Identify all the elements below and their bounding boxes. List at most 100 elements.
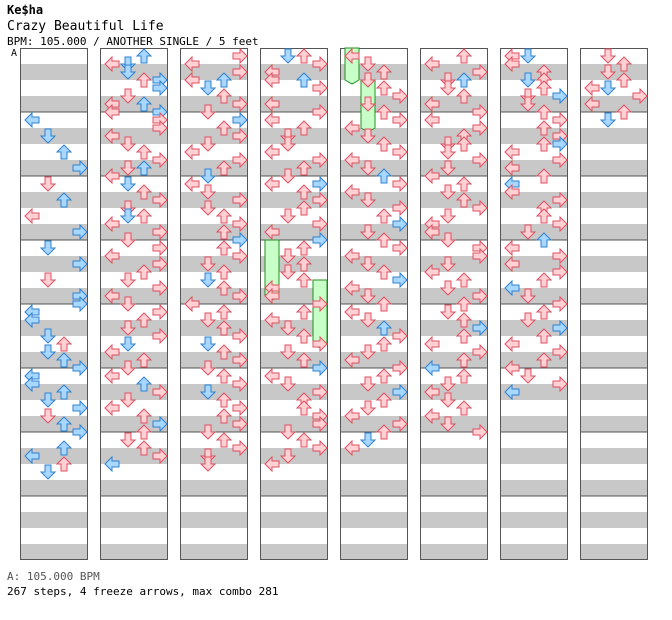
beat-stripe <box>580 320 648 336</box>
step-arrow <box>344 303 360 321</box>
beat-stripe <box>260 416 328 432</box>
beat-stripe <box>180 544 248 560</box>
beat-stripe <box>500 416 568 432</box>
step-arrow <box>455 88 473 104</box>
beat-stripe <box>420 480 488 496</box>
step-arrow <box>135 408 153 424</box>
beat-stripe <box>420 320 488 336</box>
step-arrow <box>215 72 233 88</box>
beat-stripe <box>100 352 168 368</box>
step-arrow <box>104 55 120 73</box>
step-arrow <box>152 119 168 137</box>
step-arrow <box>552 151 568 169</box>
beat-stripe <box>580 160 648 176</box>
beat-stripe <box>500 544 568 560</box>
beat-stripe <box>20 416 88 432</box>
beat-stripe <box>20 448 88 464</box>
step-arrow <box>152 223 168 241</box>
step-arrow <box>135 144 153 160</box>
beat-stripe <box>100 224 168 240</box>
step-arrow <box>152 191 168 209</box>
beat-stripe <box>580 192 648 208</box>
step-arrow <box>104 103 120 121</box>
step-arrow <box>552 375 568 393</box>
step-arrow <box>119 160 137 176</box>
step-arrow <box>599 48 617 64</box>
step-arrow <box>104 167 120 185</box>
beat-stripe <box>580 384 648 400</box>
step-arrow <box>535 168 553 184</box>
step-arrow <box>279 344 297 360</box>
step-arrow <box>295 200 313 216</box>
beat-stripe <box>20 320 88 336</box>
step-arrow <box>215 408 233 424</box>
step-arrow <box>584 79 600 97</box>
step-arrow <box>199 360 217 376</box>
step-arrow <box>312 55 328 73</box>
step-arrow <box>279 376 297 392</box>
step-arrow <box>535 232 553 248</box>
beat-stripe <box>260 544 328 560</box>
step-arrow <box>104 367 120 385</box>
step-arrow <box>359 160 377 176</box>
step-arrow <box>215 88 233 104</box>
step-arrow <box>552 343 568 361</box>
step-arrow <box>424 407 440 425</box>
step-arrow <box>504 279 520 297</box>
step-arrow <box>199 384 217 400</box>
beat-stripe <box>580 544 648 560</box>
step-arrow <box>39 464 57 480</box>
step-arrow <box>152 279 168 297</box>
step-arrow <box>232 191 248 209</box>
step-arrow <box>199 456 217 472</box>
step-arrow <box>279 48 297 64</box>
step-arrow <box>504 335 520 353</box>
step-arrow <box>439 416 457 432</box>
step-arrow <box>344 183 360 201</box>
step-arrow <box>504 359 520 377</box>
beat-stripe <box>100 128 168 144</box>
step-arrow <box>392 239 408 257</box>
step-arrow <box>295 256 313 272</box>
step-arrow <box>359 224 377 240</box>
step-arrow <box>295 432 313 448</box>
beat-stripe <box>420 448 488 464</box>
step-arrow <box>152 383 168 401</box>
step-arrow <box>104 399 120 417</box>
step-arrow <box>375 368 393 384</box>
song-title: Crazy Beautiful Life <box>7 19 164 34</box>
step-arrow <box>24 375 40 393</box>
beat-stripe <box>500 64 568 80</box>
step-arrow <box>375 336 393 352</box>
step-arrow <box>535 136 553 152</box>
beat-stripe <box>20 96 88 112</box>
step-arrow <box>72 255 88 273</box>
step-arrow <box>232 215 248 233</box>
step-stats: 267 steps, 4 freeze arrows, max combo 28… <box>7 585 279 598</box>
step-arrow <box>392 327 408 345</box>
step-arrow <box>584 95 600 113</box>
step-arrow <box>519 288 537 304</box>
beat-stripe <box>580 96 648 112</box>
step-arrow <box>455 192 473 208</box>
step-arrow <box>359 72 377 88</box>
step-arrow <box>455 48 473 64</box>
step-arrow <box>39 392 57 408</box>
step-arrow <box>199 336 217 352</box>
step-arrow <box>344 47 360 65</box>
beat-stripe <box>260 64 328 80</box>
beat-stripe <box>340 480 408 496</box>
step-arrow <box>135 160 153 176</box>
step-arrow <box>615 104 633 120</box>
step-arrow <box>39 272 57 288</box>
step-arrow <box>295 304 313 320</box>
step-arrow <box>184 175 200 193</box>
step-arrow <box>312 175 328 193</box>
step-arrow <box>232 415 248 433</box>
step-arrow <box>375 104 393 120</box>
step-arrow <box>375 264 393 280</box>
step-arrow <box>135 96 153 112</box>
step-arrow <box>152 79 168 97</box>
step-arrow <box>72 423 88 441</box>
